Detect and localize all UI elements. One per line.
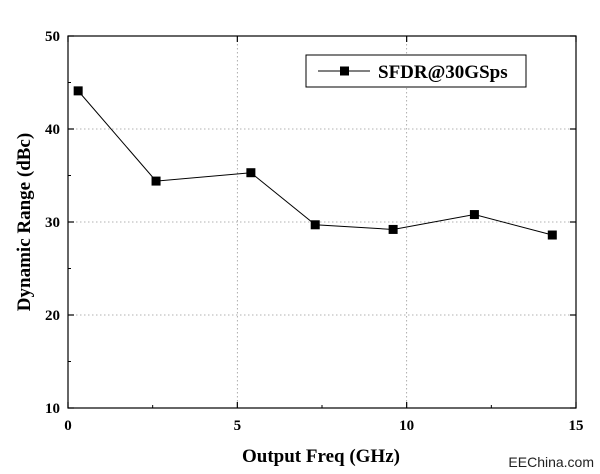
watermark: EEChina.com — [508, 454, 594, 470]
legend: SFDR@30GSps — [305, 54, 527, 88]
x-tick-label: 15 — [569, 418, 584, 434]
legend-box — [305, 54, 527, 88]
data-point — [388, 224, 398, 234]
data-point — [547, 230, 557, 240]
y-tick-label: 10 — [45, 401, 60, 417]
data-point — [246, 168, 256, 178]
series — [73, 86, 557, 240]
y-tick-label: 40 — [45, 122, 60, 138]
ticks: 0 5 10 15 10 20 30 40 50 — [45, 29, 584, 434]
x-axis-title: Output Freq (GHz) — [242, 446, 400, 467]
data-point — [151, 176, 161, 186]
grid — [68, 36, 576, 408]
x-tick-label: 5 — [234, 418, 242, 434]
legend-label: SFDR@30GSps — [378, 62, 508, 83]
legend-marker — [340, 66, 349, 76]
y-tick-label: 50 — [45, 29, 60, 45]
y-tick-label: 20 — [45, 308, 60, 324]
data-point — [310, 220, 320, 230]
x-tick-label: 10 — [399, 418, 414, 434]
x-tick-label: 0 — [64, 418, 72, 434]
y-axis-title: Dynamic Range (dBc) — [14, 133, 35, 311]
data-point — [469, 210, 479, 220]
series-line — [77, 90, 553, 236]
data-point — [73, 86, 83, 96]
y-tick-label: 30 — [45, 215, 60, 231]
